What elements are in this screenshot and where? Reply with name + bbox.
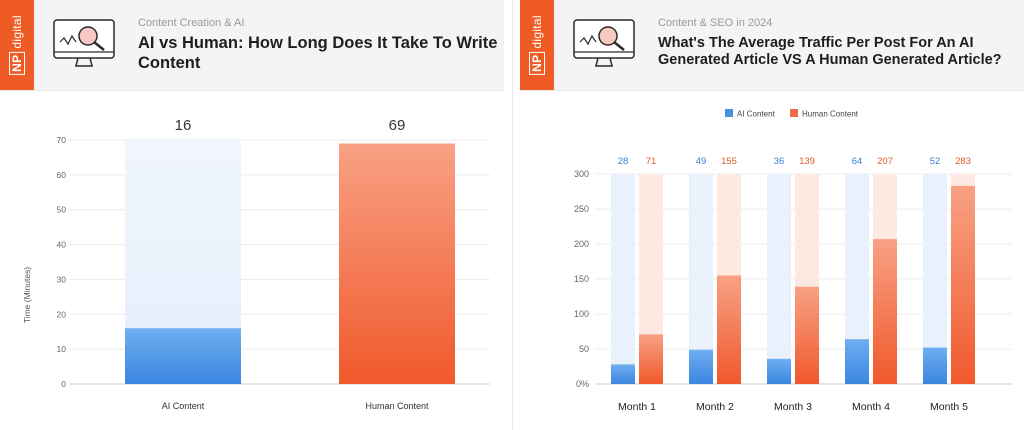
left-title: AI vs Human: How Long Does It Take To Wr… <box>138 34 498 72</box>
right-category-label: Month 5 <box>930 401 968 413</box>
left-y-tick-label: 10 <box>57 344 67 354</box>
right-category-label: Month 4 <box>852 401 890 413</box>
legend-label: Human Content <box>802 110 859 119</box>
right-category-label: Month 1 <box>618 401 656 413</box>
right-panel: NP digital Content & SEO in 2024 What's T… <box>520 0 1024 430</box>
right-bar <box>717 275 741 384</box>
monitor-magnifier-icon <box>573 19 635 67</box>
left-y-tick-label: 50 <box>57 205 67 215</box>
right-bar <box>951 185 975 384</box>
right-category-label: Month 2 <box>696 401 734 413</box>
right-bar <box>845 339 869 384</box>
brand-np: NP <box>9 51 25 75</box>
right-y-tick-label: 300 <box>574 169 589 179</box>
right-bar-value-label: 283 <box>955 156 971 167</box>
left-y-tick-label: 30 <box>57 274 67 284</box>
brand-np: NP <box>529 51 545 75</box>
right-bar-track <box>689 174 713 384</box>
legend-swatch <box>790 109 798 117</box>
legend-swatch <box>725 109 733 117</box>
right-bar-value-label: 64 <box>852 156 863 167</box>
left-y-axis-label: Time (Minutes) <box>22 267 32 324</box>
left-y-tick-label: 70 <box>57 135 67 145</box>
left-panel: NP digital Content Creation & AI AI vs Hu… <box>0 0 504 430</box>
right-bar <box>795 286 819 384</box>
right-bar-value-label: 207 <box>877 156 893 167</box>
right-bar-value-label: 139 <box>799 156 815 167</box>
brand-word: digital <box>10 15 24 49</box>
brand-logo: NP digital <box>0 0 34 90</box>
right-bar-track <box>767 174 791 384</box>
right-grouped-bar-chart: AI Content Human Content 0% 50 100 150 200 250… <box>574 109 1012 413</box>
left-y-tick-label: 40 <box>57 240 67 250</box>
right-bar-value-label: 155 <box>721 156 737 167</box>
left-header: NP digital Content Creation & AI AI vs Hu… <box>0 0 504 91</box>
right-bar-track <box>611 174 635 384</box>
right-y-tick-label: 200 <box>574 239 589 249</box>
right-bar-value-label: 36 <box>774 156 785 167</box>
right-y-tick-label: 150 <box>574 274 589 284</box>
left-subtitle: Content Creation & AI <box>138 17 245 29</box>
brand-logo: NP digital <box>520 0 554 90</box>
right-header: NP digital Content & SEO in 2024 What's T… <box>520 0 1024 91</box>
left-bar <box>339 143 455 384</box>
left-category-label: AI Content <box>162 401 205 411</box>
panel-divider <box>512 0 513 430</box>
right-category-label: Month 3 <box>774 401 812 413</box>
right-y-tick-label: 100 <box>574 309 589 319</box>
right-bar <box>639 334 663 384</box>
monitor-magnifier-icon <box>53 19 115 67</box>
left-bar-chart: 0 10 20 30 40 50 60 70 16 69 AI Content Human Con… <box>22 117 490 411</box>
right-bar-value-label: 28 <box>618 156 629 167</box>
right-y-tick-label: 250 <box>574 204 589 214</box>
brand-word: digital <box>530 15 544 49</box>
left-bar-value-label: 69 <box>389 117 406 134</box>
right-y-tick-label: 0% <box>576 379 589 389</box>
left-bar <box>125 328 241 384</box>
legend-label: AI Content <box>737 110 776 119</box>
right-subtitle: Content & SEO in 2024 <box>658 17 773 29</box>
right-bar-value-label: 52 <box>930 156 941 167</box>
right-bar <box>873 239 897 384</box>
right-bar-value-label: 71 <box>646 156 657 167</box>
left-y-tick-label: 0 <box>61 379 66 389</box>
right-bar <box>767 358 791 384</box>
right-bar <box>923 347 947 384</box>
left-y-tick-label: 20 <box>57 309 67 319</box>
right-y-tick-label: 50 <box>579 344 589 354</box>
left-bar-value-label: 16 <box>175 117 192 134</box>
right-bar <box>611 364 635 384</box>
left-y-tick-label: 60 <box>57 170 67 180</box>
right-bar <box>689 349 713 384</box>
right-title: What's The Average Traffic Per Post For … <box>658 35 1002 68</box>
right-bar-value-label: 49 <box>696 156 707 167</box>
left-category-label: Human Content <box>365 401 429 411</box>
